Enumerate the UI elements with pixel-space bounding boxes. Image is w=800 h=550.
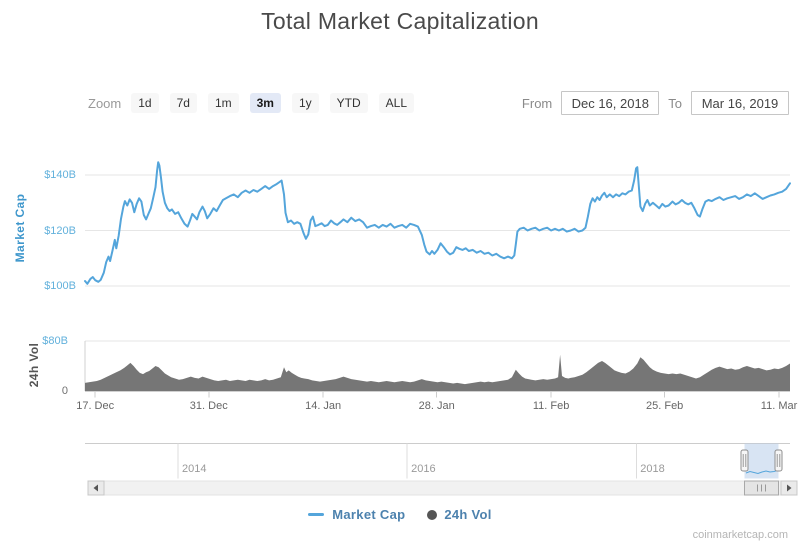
zoom-button-1y[interactable]: 1y xyxy=(291,93,319,113)
zoom-button-1d[interactable]: 1d xyxy=(131,93,159,113)
date-range-box: From To xyxy=(522,91,789,115)
to-date-input[interactable] xyxy=(691,91,789,115)
legend-label: Market Cap xyxy=(332,507,406,522)
volume-axis-title: 24h Vol xyxy=(27,342,41,388)
zoom-button-3m[interactable]: 3m xyxy=(249,93,281,113)
scrollbar-track[interactable] xyxy=(87,480,798,496)
zoom-toolbar: Zoom 1d 7d 1m 3m 1y YTD ALL xyxy=(88,91,415,115)
attribution-text: coinmarketcap.com xyxy=(692,529,788,541)
legend-label: 24h Vol xyxy=(444,507,492,522)
navigator-handle-right[interactable] xyxy=(774,449,783,472)
zoom-button-ytd[interactable]: YTD xyxy=(329,93,368,113)
arrow-left-icon xyxy=(93,484,98,492)
volume-series[interactable] xyxy=(85,354,790,391)
legend: Market Cap 24h Vol xyxy=(0,507,800,522)
from-label: From xyxy=(521,95,553,111)
zoom-button-1m[interactable]: 1m xyxy=(207,93,239,113)
legend-item-market-cap[interactable]: Market Cap xyxy=(308,507,405,522)
navigator-selection[interactable] xyxy=(744,443,779,479)
navigator-handle-left[interactable] xyxy=(740,449,749,472)
zoom-button-7d[interactable]: 7d xyxy=(169,93,197,113)
circle-marker-icon xyxy=(427,509,438,520)
navigator-series-line xyxy=(745,470,778,475)
market-cap-axis-title: Market Cap xyxy=(13,193,27,263)
arrow-right-icon xyxy=(787,484,792,492)
zoom-label: Zoom xyxy=(88,95,122,111)
zoom-buttons: 1d 7d 1m 3m 1y YTD ALL xyxy=(131,93,415,113)
legend-item-24h-vol[interactable]: 24h Vol xyxy=(427,507,491,522)
page-title: Total Market Capitalization xyxy=(261,8,539,34)
zoom-button-all[interactable]: ALL xyxy=(378,93,415,113)
from-date-input[interactable] xyxy=(561,91,660,115)
market-cap-line[interactable] xyxy=(84,161,791,285)
to-label: To xyxy=(668,95,682,111)
line-marker-icon xyxy=(308,513,325,516)
